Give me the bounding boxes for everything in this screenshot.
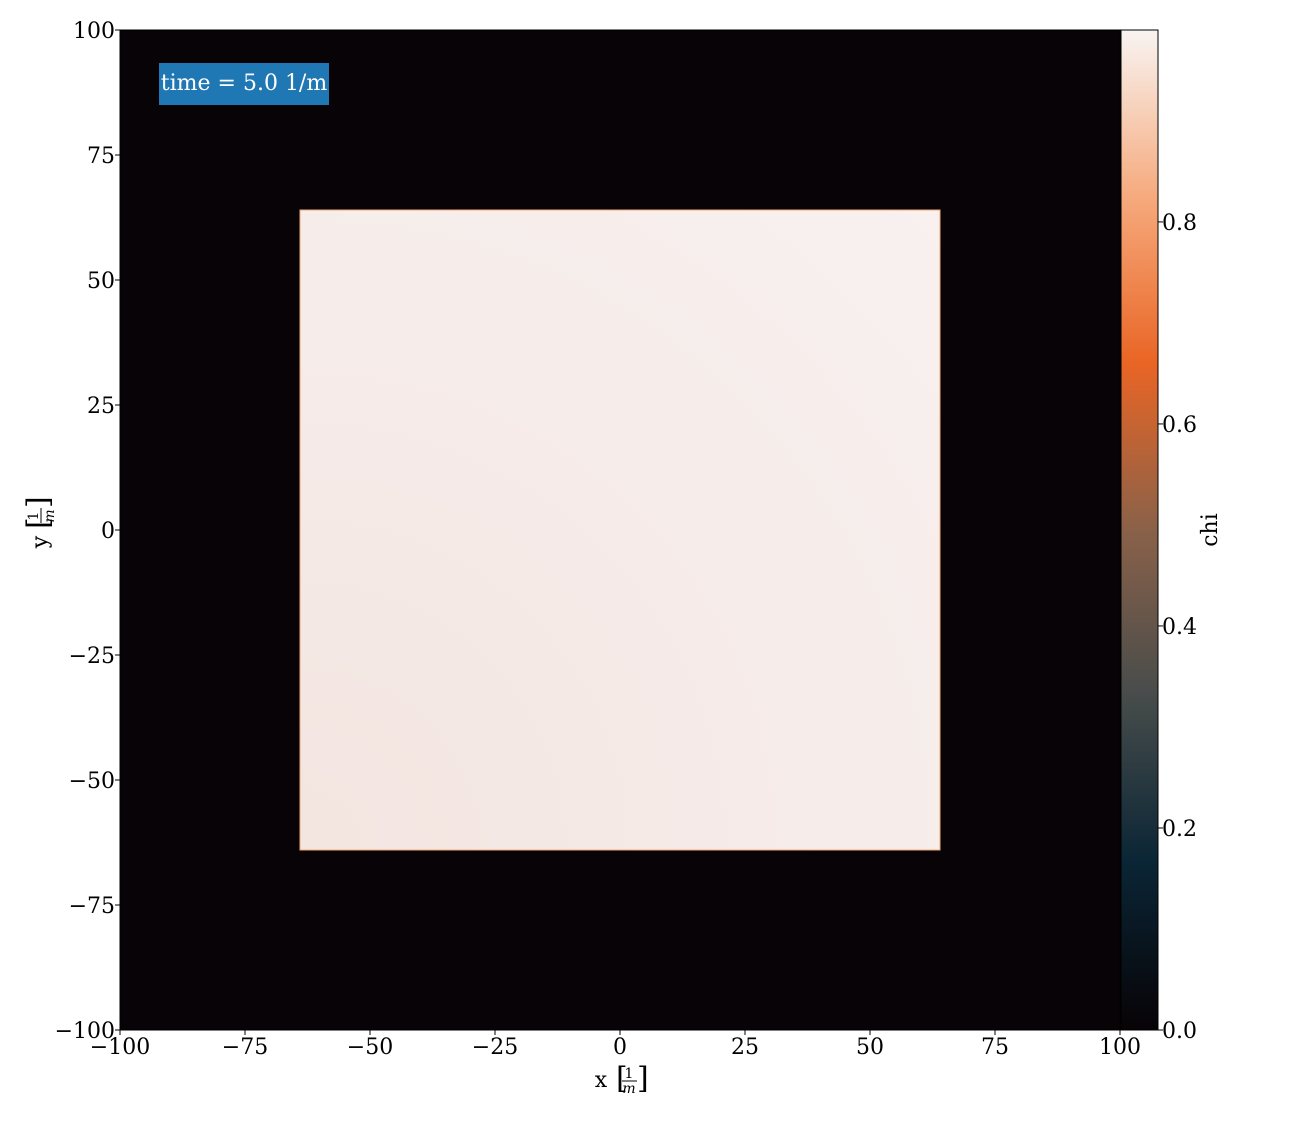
x-tick-label: 25 [731,1035,759,1060]
x-tick-label: −75 [222,1035,268,1060]
time-annotation: time = 5.0 1/m [159,63,329,105]
y-tick-label: −75 [69,894,115,919]
colorbar-tick-label: 0.4 [1162,615,1197,640]
annotation-text: time = 5.0 1/m [161,71,328,96]
colorbar-tick-label: 0.6 [1162,413,1197,438]
x-axis-label-text: x [595,1068,608,1093]
x-tick-label: −50 [347,1035,393,1060]
y-tick-label: −25 [69,644,115,669]
y-tick-label: 25 [87,394,115,419]
x-tick-label: −25 [472,1035,518,1060]
x-tick-label: 0 [613,1035,627,1060]
colorbar-ticks: 0.0 0.2 0.4 0.6 0.8 [1158,211,1197,1044]
x-tick-label: 100 [1099,1035,1141,1060]
x-axis-unit-close: ] [637,1061,649,1096]
colorbar [1121,30,1158,1030]
y-tick-label: 50 [87,269,115,294]
colorbar-tick-label: 0.2 [1162,817,1197,842]
y-axis-unit-close: ] [21,496,56,508]
y-axis-unit-denominator: m [42,509,58,522]
y-axis-unit-numerator: 1 [26,512,42,521]
heatmap-region [300,210,940,850]
x-axis: −100 −75 −50 −25 0 25 50 75 100 [90,1030,1141,1060]
y-axis: −100 −75 −50 −25 0 25 50 75 100 [55,19,120,1044]
x-axis-label: x [ 1 m ] [595,1061,649,1097]
x-axis-unit-denominator: m [622,1081,635,1097]
colorbar-tick-label: 0.0 [1162,1019,1197,1044]
y-tick-label: 75 [87,144,115,169]
x-tick-label: 50 [856,1035,884,1060]
y-tick-label: −50 [69,769,115,794]
x-axis-unit-numerator: 1 [625,1066,634,1082]
colorbar-tick-label: 0.8 [1162,211,1197,236]
y-tick-label: 100 [73,19,115,44]
x-tick-label: 75 [981,1035,1009,1060]
y-tick-label: −100 [55,1019,115,1044]
colorbar-label: chi [1198,513,1223,547]
y-tick-label: 0 [101,519,115,544]
y-axis-label-text: y [28,535,53,549]
y-axis-label: y [ 1 m ] [21,496,58,549]
